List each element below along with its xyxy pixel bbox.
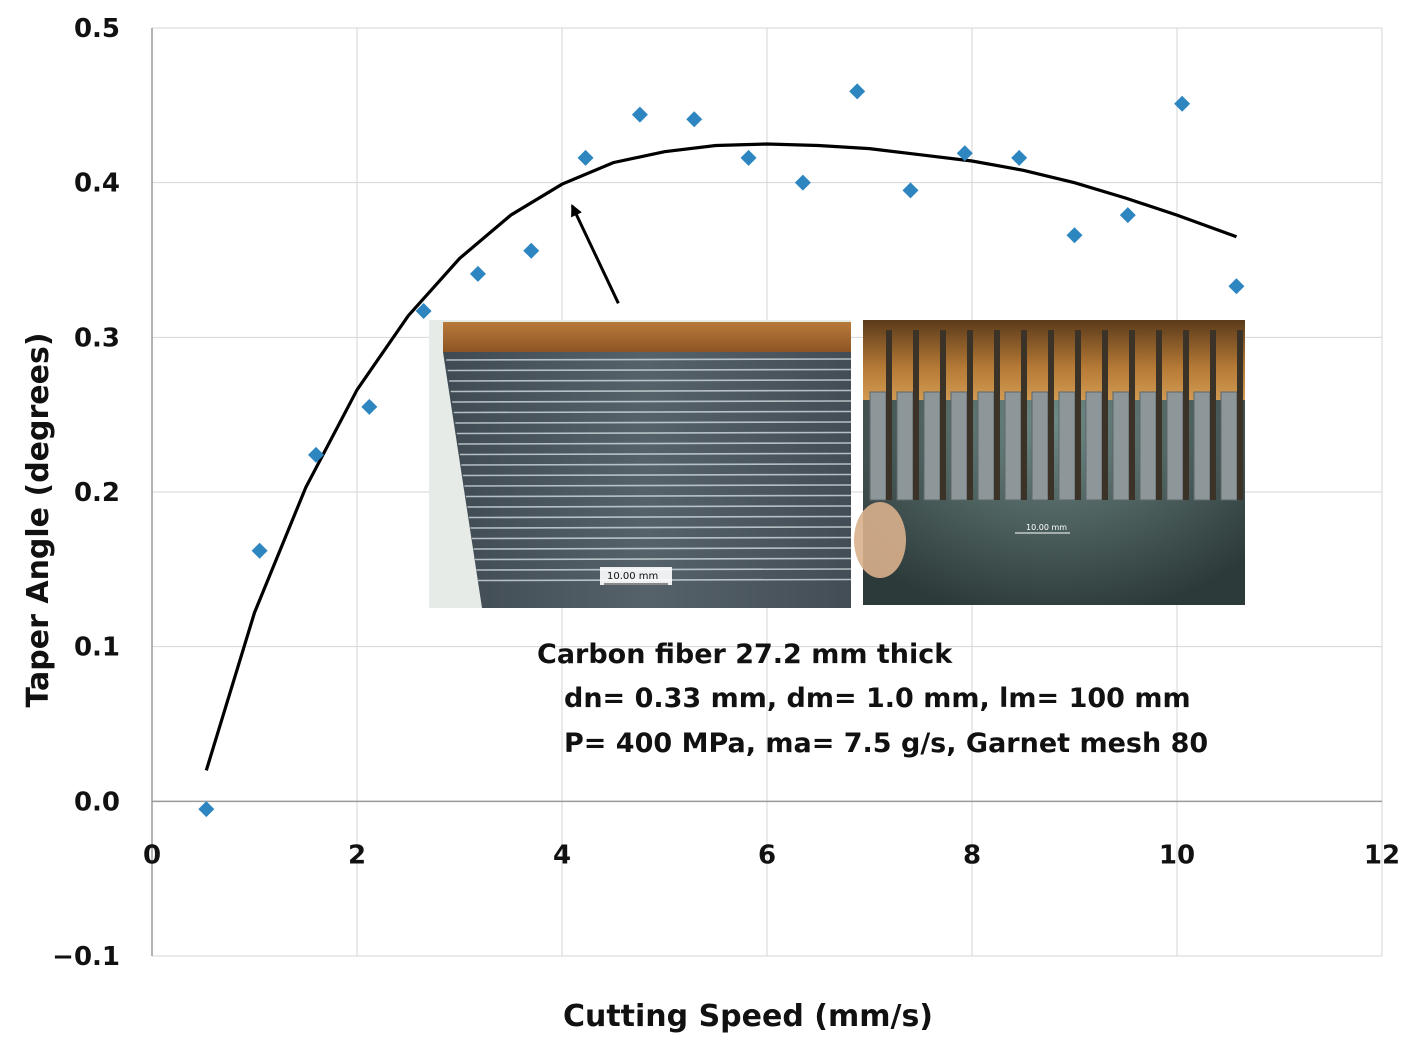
data-point [1174, 95, 1191, 112]
y-tick-label: 0.1 [74, 633, 120, 663]
data-point [902, 182, 919, 199]
data-point [956, 145, 973, 162]
data-point [740, 149, 757, 166]
inset-photo-1-scale-label: 10.00 mm [607, 571, 658, 582]
data-point [577, 149, 594, 166]
data-point [1066, 227, 1083, 244]
inset-photo-2-scale-label: 10.00 mm [1026, 523, 1067, 532]
data-point [523, 242, 540, 259]
y-tick-label: 0.4 [74, 169, 120, 199]
data-point [1011, 149, 1028, 166]
x-tick-label: 8 [963, 840, 981, 870]
x-tick-labels: 0 2 4 6 8 10 12 [143, 840, 1400, 870]
data-point [251, 542, 268, 559]
data-point [198, 801, 215, 818]
x-tick-label: 10 [1159, 840, 1195, 870]
y-tick-label: −0.1 [52, 942, 120, 972]
annotation-arrow [570, 204, 620, 304]
data-points [198, 83, 1245, 818]
inset-photo-cut-surface: 10.00 mm [429, 320, 852, 608]
data-point [794, 174, 811, 191]
y-tick-label: 0.3 [74, 323, 120, 353]
x-tick-label: 12 [1364, 840, 1400, 870]
axes [151, 28, 1382, 956]
y-tick-label: 0.0 [74, 787, 120, 817]
annotation-line-2: dn= 0.33 mm, dm= 1.0 mm, lm= 100 mm [564, 683, 1191, 714]
y-tick-label: 0.5 [74, 14, 120, 44]
data-point [1228, 278, 1245, 295]
data-point [686, 111, 703, 128]
y-axis-title: Taper Angle (degrees) [21, 332, 56, 707]
data-point [361, 398, 378, 415]
data-point [469, 265, 486, 282]
inset-photo-slotted-sample: 10.00 mm [854, 320, 1245, 605]
trendline [204, 142, 1238, 771]
x-tick-label: 4 [553, 840, 571, 870]
data-point [415, 303, 432, 320]
annotation-line-1: Carbon fiber 27.2 mm thick [537, 639, 953, 670]
annotation-line-3: P= 400 MPa, ma= 7.5 g/s, Garnet mesh 80 [564, 728, 1208, 759]
x-tick-label: 6 [758, 840, 776, 870]
y-tick-label: 0.2 [74, 478, 120, 508]
data-point [1119, 207, 1136, 224]
data-point [308, 446, 324, 463]
data-point [849, 83, 866, 100]
x-tick-label: 2 [348, 840, 366, 870]
data-point [631, 106, 648, 123]
x-tick-label: 0 [143, 840, 161, 870]
y-tick-labels: −0.1 0.0 0.1 0.2 0.3 0.4 0.5 [52, 14, 120, 972]
x-axis-title: Cutting Speed (mm/s) [563, 999, 933, 1034]
